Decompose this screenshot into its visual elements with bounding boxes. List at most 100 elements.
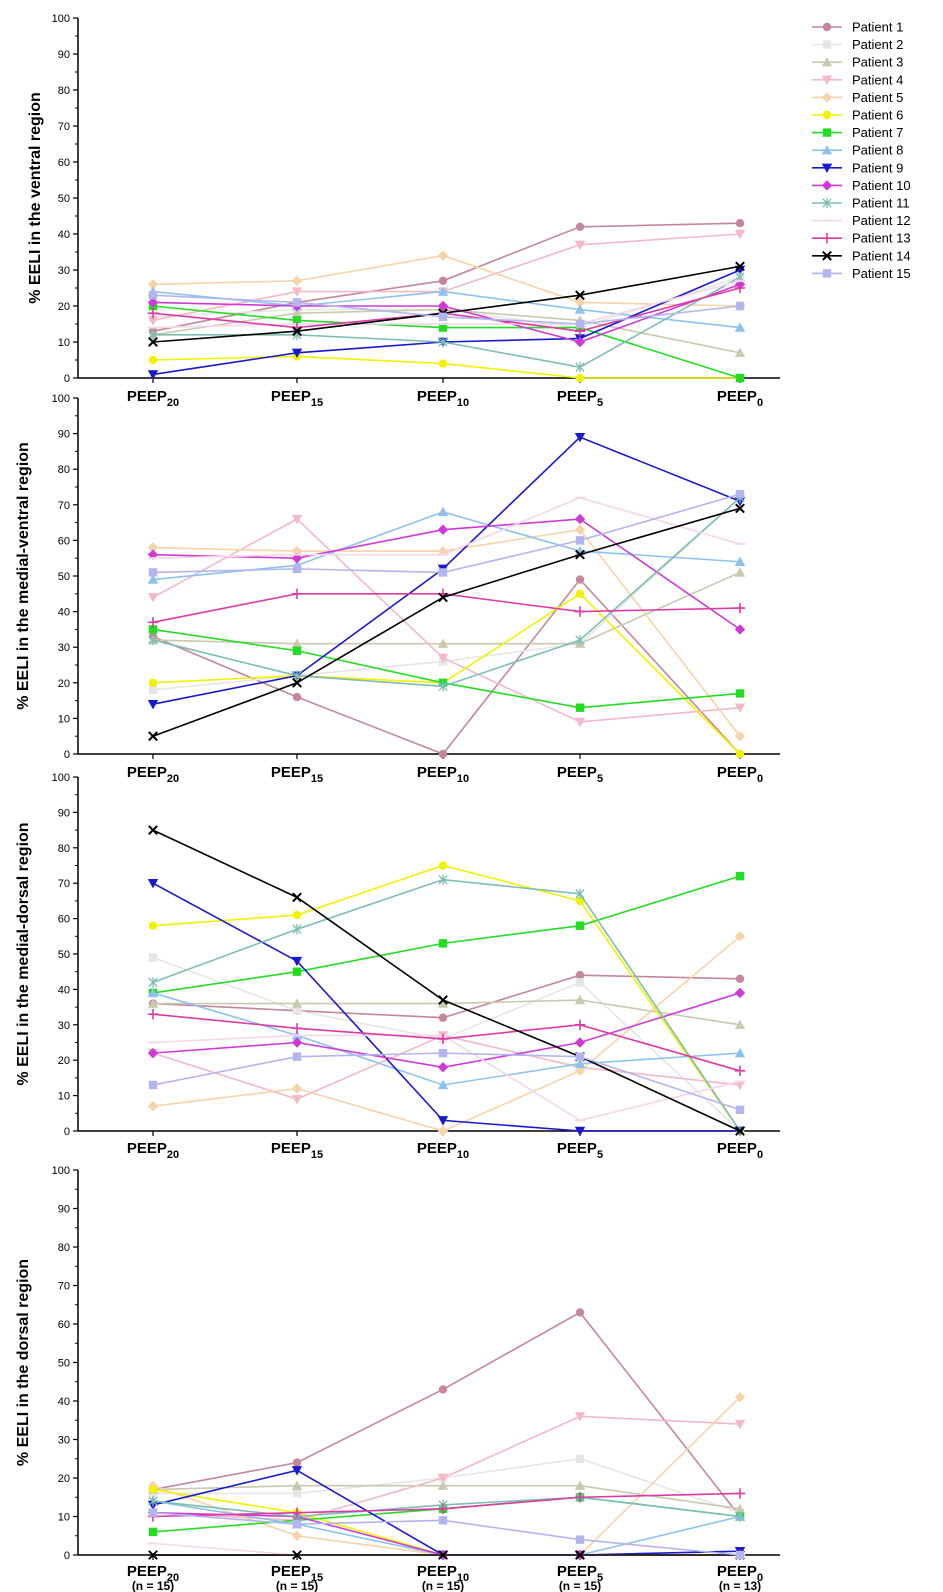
series-patient-6 [148, 352, 745, 383]
data-point [438, 568, 448, 577]
series-patient-15 [148, 1048, 745, 1114]
data-point [575, 1535, 585, 1544]
data-point [575, 896, 585, 906]
data-point [575, 575, 585, 584]
y-tick-label: 60 [58, 157, 70, 169]
y-tick-label: 20 [58, 1055, 70, 1067]
data-point [734, 987, 746, 999]
data-point [147, 297, 159, 308]
data-point [147, 1047, 159, 1059]
data-point [735, 1105, 745, 1114]
data-point [575, 888, 585, 900]
x-tick-n-label: (n = 15) [276, 1579, 318, 1592]
data-point [734, 602, 746, 614]
data-point [291, 1480, 303, 1490]
y-tick-label: 10 [58, 1091, 70, 1103]
data-point [437, 300, 449, 312]
data-point [148, 329, 158, 340]
data-point [148, 1485, 158, 1494]
x-tick-label: PEEP0 [717, 764, 763, 785]
y-tick-label: 10 [58, 713, 70, 725]
data-point [575, 921, 585, 930]
x-tick-label: PEEP15 [271, 764, 323, 785]
data-point [574, 606, 586, 617]
data-point [438, 1550, 448, 1560]
y-tick-label: 100 [52, 772, 70, 784]
data-point [574, 1058, 586, 1068]
data-point [735, 1550, 745, 1560]
legend-marker [821, 92, 833, 103]
legend-marker [822, 128, 832, 137]
legend-marker [822, 197, 832, 209]
data-point [437, 1503, 449, 1514]
series-line [152, 864, 741, 1132]
data-point [292, 1550, 302, 1560]
series-patient-3 [147, 567, 746, 648]
data-point [438, 312, 448, 321]
legend-marker [821, 163, 833, 173]
data-point [147, 699, 159, 710]
data-point [438, 592, 448, 603]
data-point [291, 588, 303, 599]
data-point [292, 924, 302, 935]
data-point [574, 297, 586, 308]
data-point [292, 910, 302, 920]
data-point [438, 861, 448, 870]
y-tick-label: 100 [52, 393, 70, 405]
y-tick-label: 40 [58, 229, 70, 241]
y-tick-label: 90 [58, 1204, 70, 1216]
data-point [148, 1550, 158, 1560]
data-point [147, 308, 159, 319]
y-tick-label: 10 [58, 1512, 70, 1524]
y-tick-label: 10 [58, 337, 70, 349]
data-point [148, 1080, 158, 1090]
x-tick-label: PEEP15 [271, 1140, 323, 1161]
data-point [734, 1047, 746, 1058]
y-tick-label: 80 [58, 843, 70, 855]
legend-marker [821, 57, 833, 67]
data-point [291, 1530, 303, 1541]
legend-entry: Patient 7 [812, 125, 903, 140]
data-point [575, 362, 585, 373]
series-patient-1 [148, 575, 745, 759]
legend-entry: Patient 1 [812, 20, 903, 35]
data-point [734, 347, 746, 357]
data-point [291, 1083, 303, 1094]
series-line [152, 528, 741, 737]
data-point [574, 513, 586, 525]
data-point [291, 1507, 303, 1518]
series-patient-15 [148, 291, 745, 329]
y-tick-label: 40 [58, 1396, 70, 1408]
legend-label: Patient 14 [852, 248, 911, 263]
x-tick-label: PEEP10 [417, 388, 469, 409]
series-patient-7 [148, 871, 745, 998]
legend-marker [822, 40, 832, 49]
series-line [152, 628, 741, 709]
data-point [575, 536, 585, 545]
data-point [292, 316, 302, 325]
x-tick-label: PEEP20 [127, 1140, 179, 1161]
data-point [148, 977, 158, 988]
series-patient-8 [147, 987, 746, 1090]
data-point [438, 681, 448, 692]
series-patient-13 [147, 1488, 746, 1522]
legend-marker [821, 180, 833, 191]
x-tick-n-label: (n = 15) [422, 1579, 464, 1592]
data-point [734, 229, 746, 240]
legend-label: Patient 2 [852, 37, 903, 52]
legend-entry: Patient 2 [812, 37, 903, 52]
series-patient-11 [148, 492, 745, 692]
data-point [291, 956, 303, 967]
data-point [438, 323, 448, 332]
y-tick-label: 50 [58, 193, 70, 205]
data-point [147, 987, 159, 998]
y-tick-label: 20 [58, 301, 70, 313]
x-tick-n-label: (n = 15) [559, 1579, 601, 1592]
x-tick-label: PEEP20 [127, 388, 179, 409]
y-tick-label: 70 [58, 121, 70, 133]
x-tick-label: PEEP10 [417, 764, 469, 785]
data-point [734, 731, 746, 742]
data-point [575, 703, 585, 712]
data-point [734, 1065, 746, 1077]
